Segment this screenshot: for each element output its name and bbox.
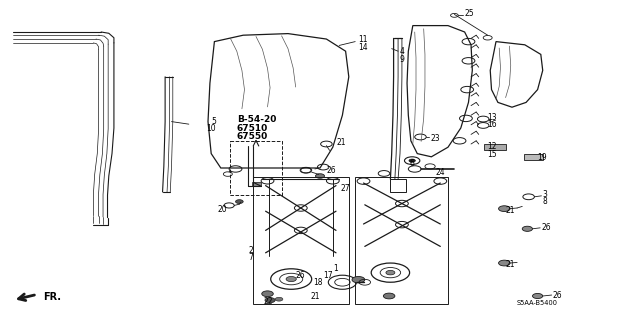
Circle shape — [499, 260, 510, 266]
Text: 25: 25 — [465, 9, 474, 18]
Circle shape — [499, 206, 510, 212]
Text: 17: 17 — [323, 271, 333, 280]
Text: 6: 6 — [410, 159, 415, 168]
Circle shape — [532, 293, 543, 299]
Text: 21: 21 — [506, 206, 515, 215]
Circle shape — [522, 226, 532, 231]
Polygon shape — [484, 144, 506, 150]
Text: 19: 19 — [538, 153, 547, 162]
Text: 9: 9 — [399, 55, 404, 64]
Polygon shape — [524, 154, 543, 160]
Text: 13: 13 — [488, 113, 497, 122]
Text: 1: 1 — [333, 264, 337, 273]
Text: S5AA-B5400: S5AA-B5400 — [517, 300, 558, 306]
Circle shape — [383, 293, 395, 299]
Circle shape — [352, 276, 365, 283]
Text: 22: 22 — [264, 297, 273, 306]
Text: 7: 7 — [248, 253, 253, 262]
Circle shape — [265, 298, 275, 303]
Text: 67510: 67510 — [237, 124, 268, 133]
Text: 16: 16 — [488, 120, 497, 129]
Circle shape — [236, 200, 243, 204]
Text: 2: 2 — [248, 246, 253, 255]
Text: 26: 26 — [296, 271, 305, 280]
Text: 26: 26 — [553, 291, 563, 300]
Text: FR.: FR. — [44, 292, 61, 302]
Text: 21: 21 — [310, 292, 320, 301]
Circle shape — [316, 174, 324, 178]
Text: 21: 21 — [337, 138, 346, 147]
Text: 20: 20 — [218, 205, 227, 214]
Text: 5: 5 — [211, 117, 216, 126]
Text: 12: 12 — [488, 142, 497, 151]
Text: 27: 27 — [340, 184, 350, 193]
Text: 8: 8 — [543, 197, 547, 206]
Text: 15: 15 — [488, 150, 497, 159]
Text: 14: 14 — [358, 43, 368, 52]
Text: 26: 26 — [326, 166, 336, 175]
Circle shape — [275, 297, 283, 301]
Text: 11: 11 — [358, 36, 368, 44]
Text: 21: 21 — [506, 260, 515, 269]
Text: 24: 24 — [435, 168, 445, 177]
Polygon shape — [252, 182, 261, 186]
Text: 18: 18 — [314, 278, 323, 287]
Text: 10: 10 — [206, 124, 216, 133]
Text: 26: 26 — [541, 223, 551, 232]
Text: B-54-20: B-54-20 — [237, 116, 276, 124]
Text: 23: 23 — [430, 134, 440, 143]
Text: 4: 4 — [399, 47, 404, 56]
Circle shape — [386, 270, 395, 275]
Circle shape — [286, 276, 296, 282]
Text: 67550: 67550 — [237, 132, 268, 141]
Circle shape — [262, 291, 273, 297]
Text: 3: 3 — [543, 190, 548, 199]
Circle shape — [409, 159, 415, 162]
